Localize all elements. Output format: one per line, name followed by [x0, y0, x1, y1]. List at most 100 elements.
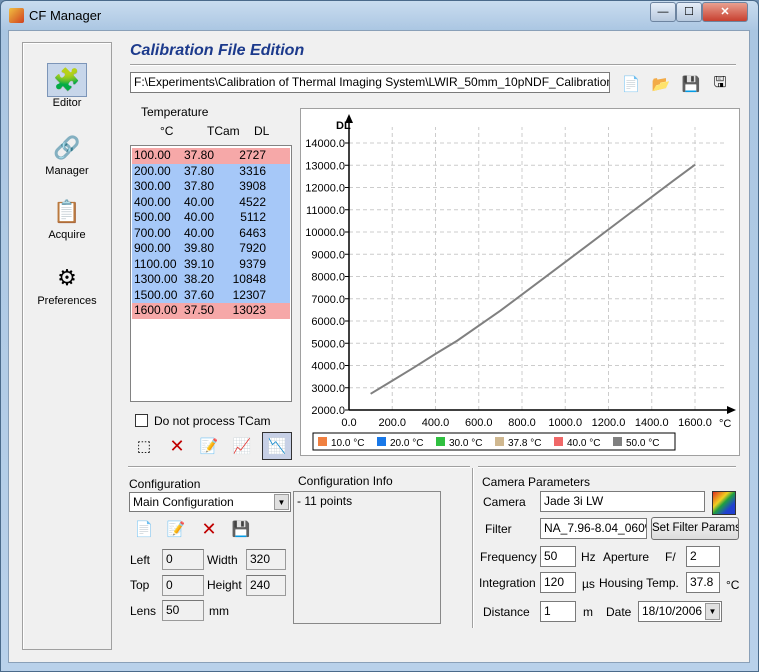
y-tick-label: 14000.0: [305, 138, 345, 150]
filter-field[interactable]: NA_7.96-8.04_060%: [540, 518, 647, 539]
do-not-process-tcam-checkbox[interactable]: [135, 414, 148, 427]
distance-field[interactable]: 1: [540, 601, 576, 622]
cell-celsius: 1100.00: [134, 256, 177, 271]
close-button[interactable]: ✕: [702, 2, 748, 22]
left-field: 0: [162, 549, 204, 570]
acquire-icon: 📋: [53, 199, 81, 224]
cell-dl: 3908: [239, 179, 266, 193]
cell-celsius: 1500.00: [134, 287, 178, 302]
cell-dl: 3316: [239, 163, 266, 178]
table-row[interactable]: 1600.00 37.50 13023: [132, 303, 290, 319]
aperture-label: Aperture: [603, 550, 650, 564]
configuration-select-value: Main Configuration: [133, 495, 234, 509]
chevron-down-icon[interactable]: ▼: [274, 494, 289, 510]
cell-tcam: 37.80: [184, 148, 215, 162]
y-tick-label: 9000.0: [311, 249, 345, 261]
table-row[interactable]: 200.00 37.80 3316: [132, 163, 290, 179]
add-point-icon[interactable]: ⬚: [136, 438, 152, 455]
editor-icon: 🧩: [47, 63, 87, 97]
delete-point-icon[interactable]: ✕: [169, 435, 185, 456]
legend-label: 30.0 °C: [449, 438, 482, 449]
x-tick-label: 400.0: [422, 417, 450, 429]
y-tick-label: 6000.0: [311, 316, 345, 328]
sidebar-item-preferences[interactable]: ⚙ Preferences: [23, 261, 111, 307]
column-header-dl: DL: [254, 124, 270, 138]
cell-tcam: 37.80: [184, 179, 215, 193]
cell-celsius: 500.00: [134, 210, 171, 224]
configuration-info-box: - 11 points: [293, 491, 441, 624]
file-path-field[interactable]: F:\Experiments\Calibration of Thermal Im…: [130, 72, 610, 93]
frequency-field[interactable]: 50: [540, 546, 576, 567]
window-title: CF Manager: [29, 8, 102, 23]
cell-tcam: 37.50: [184, 303, 215, 317]
x-tick-label: 600.0: [465, 417, 493, 429]
do-not-process-tcam-label: Do not process TCam: [154, 414, 271, 428]
legend-swatch: [554, 437, 563, 446]
preferences-icon: ⚙: [57, 265, 77, 290]
open-folder-icon[interactable]: 📂: [651, 76, 671, 93]
table-row[interactable]: 100.00 37.80 2727: [132, 148, 290, 164]
chevron-down-icon[interactable]: ▼: [705, 603, 720, 620]
cell-celsius: 1600.00: [134, 303, 178, 317]
new-file-icon[interactable]: 📄: [621, 76, 641, 93]
divider: [130, 64, 736, 66]
camera-parameters-label: Camera Parameters: [482, 475, 591, 489]
y-tick-label: 8000.0: [311, 272, 345, 284]
sidebar-item-label: Acquire: [48, 229, 86, 241]
top-field: 0: [162, 575, 204, 596]
minimize-button[interactable]: —: [650, 2, 676, 22]
table-row[interactable]: 1300.00 38.20 10848: [132, 272, 290, 288]
cell-dl: 5112: [240, 210, 266, 224]
camera-settings-icon[interactable]: [712, 491, 736, 515]
maximize-button[interactable]: ☐: [676, 2, 702, 22]
manager-icon: 🔗: [53, 135, 81, 160]
y-axis-label: DL: [336, 120, 351, 132]
calibration-points-list[interactable]: 100.00 37.80 2727 200.00 37.80 3316 300.00 37.8…: [130, 145, 292, 402]
delete-configuration-icon[interactable]: ✕: [201, 518, 217, 539]
table-row[interactable]: 400.00 40.00 4522: [132, 194, 290, 210]
legend-swatch: [377, 437, 386, 446]
x-tick-label: 1400.0: [635, 417, 669, 429]
integration-field[interactable]: 120: [540, 572, 576, 593]
legend-swatch: [495, 437, 504, 446]
x-tick-label: 1000.0: [548, 417, 582, 429]
table-row[interactable]: 900.00 39.80 7920: [132, 241, 290, 257]
housing-temp-field[interactable]: 37.8: [686, 572, 720, 593]
fit-curve-icon[interactable]: 📈: [232, 438, 252, 455]
edit-point-icon[interactable]: 📝: [199, 438, 219, 455]
sidebar-item-acquire[interactable]: 📋 Acquire: [23, 195, 111, 241]
camera-field[interactable]: Jade 3i LW: [540, 491, 705, 512]
table-row[interactable]: 300.00 37.80 3908: [132, 179, 290, 195]
date-value: 18/10/2006: [642, 604, 703, 618]
cell-tcam: 40.00: [184, 194, 215, 209]
cell-dl: 2727: [239, 148, 266, 162]
new-configuration-icon[interactable]: 📄: [134, 521, 154, 538]
left-label: Left: [130, 553, 151, 567]
sidebar-item-editor[interactable]: 🧩 Editor: [23, 63, 111, 109]
cell-tcam: 38.20: [184, 272, 215, 286]
integration-label: Integration: [479, 576, 536, 590]
y-tick-label: 11000.0: [306, 205, 345, 217]
table-row[interactable]: 1100.00 39.10 9379: [132, 256, 290, 272]
x-tick-label: 1200.0: [592, 417, 626, 429]
table-row[interactable]: 700.00 40.00 6463: [132, 225, 290, 241]
aperture-field[interactable]: 2: [686, 546, 720, 567]
date-picker[interactable]: 18/10/2006 ▼: [638, 601, 722, 622]
cell-celsius: 400.00: [134, 194, 171, 209]
cell-dl: 9379: [239, 256, 266, 271]
legend: [312, 432, 676, 451]
set-filter-params-button[interactable]: Set Filter Params: [651, 517, 739, 540]
configuration-select[interactable]: Main Configuration ▼: [129, 492, 291, 512]
edit-configuration-icon[interactable]: 📝: [166, 521, 186, 538]
sidebar-item-manager[interactable]: 🔗 Manager: [23, 131, 111, 177]
table-row[interactable]: 500.00 40.00 5112: [132, 210, 290, 226]
save-all-icon[interactable]: 🖫: [713, 73, 727, 91]
save-icon[interactable]: 💾: [681, 76, 701, 93]
top-label: Top: [130, 578, 150, 592]
table-row[interactable]: 1500.00 37.60 12307: [132, 287, 290, 303]
show-curves-icon[interactable]: 📉: [262, 432, 292, 460]
export-txt-icon[interactable]: 💾: [231, 521, 251, 538]
frequency-label: Frequency: [480, 550, 537, 564]
x-tick-label: 200.0: [378, 417, 406, 429]
frequency-unit: Hz: [581, 550, 596, 564]
